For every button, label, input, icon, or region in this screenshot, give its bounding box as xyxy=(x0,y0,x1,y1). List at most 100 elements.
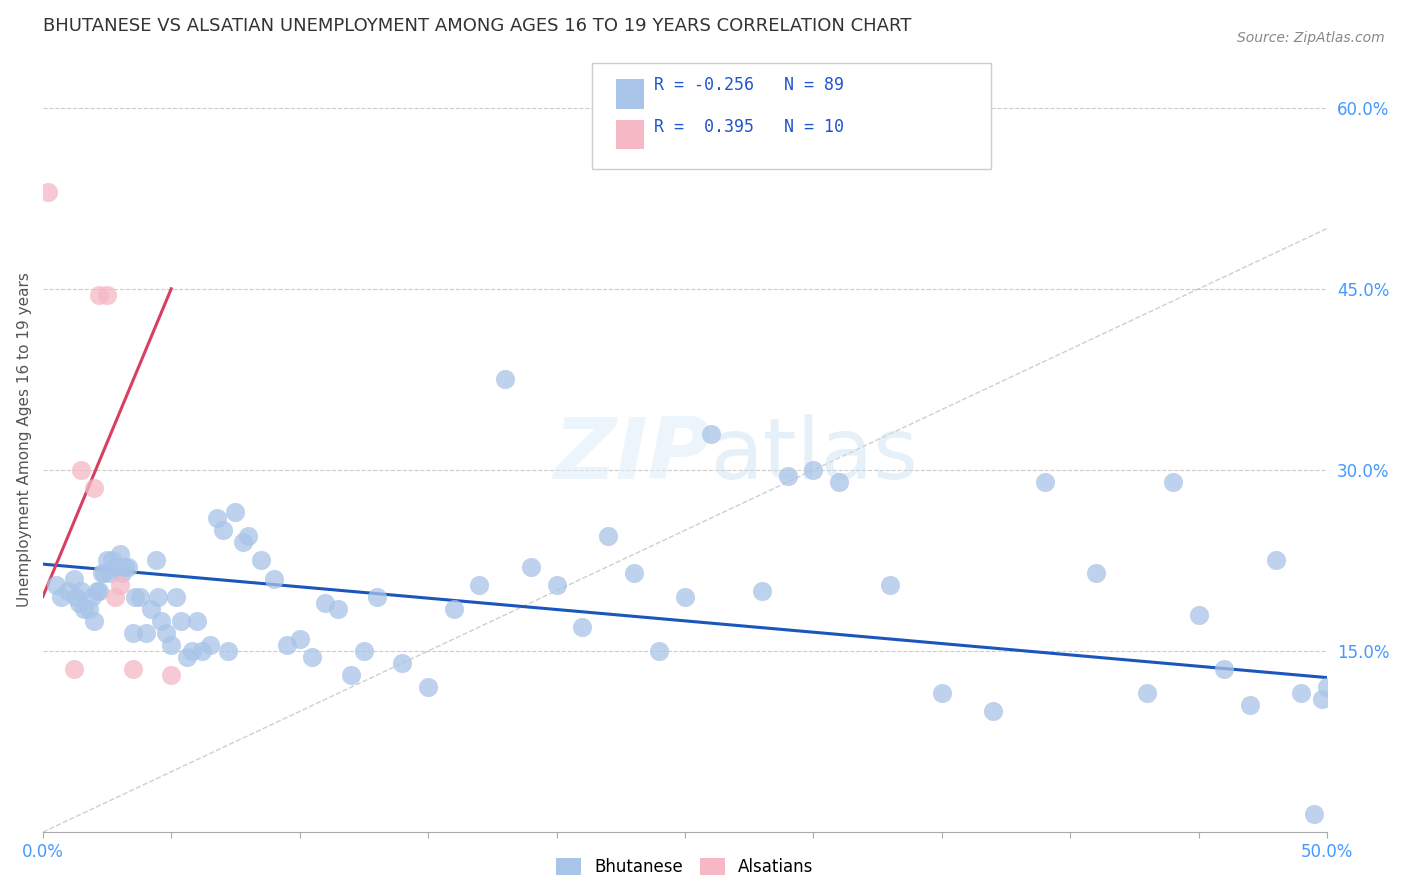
Point xyxy=(58,583,80,598)
Point xyxy=(83,614,105,628)
Point xyxy=(65,590,87,604)
Point xyxy=(340,668,363,682)
Point xyxy=(160,638,183,652)
Point xyxy=(1316,680,1339,694)
Point xyxy=(981,705,1004,719)
Point xyxy=(70,583,93,598)
Point xyxy=(176,650,198,665)
FancyBboxPatch shape xyxy=(592,63,991,169)
FancyBboxPatch shape xyxy=(616,120,644,149)
Y-axis label: Unemployment Among Ages 16 to 19 years: Unemployment Among Ages 16 to 19 years xyxy=(17,272,32,607)
Point xyxy=(117,559,139,574)
Point xyxy=(1161,475,1184,489)
Point xyxy=(776,469,799,483)
Point xyxy=(288,632,311,646)
Point xyxy=(263,572,285,586)
Point xyxy=(1213,662,1236,676)
Point xyxy=(98,566,121,580)
Point xyxy=(931,686,953,700)
Text: R = -0.256   N = 89: R = -0.256 N = 89 xyxy=(654,76,844,94)
Point xyxy=(155,626,177,640)
Point xyxy=(89,583,111,598)
Point xyxy=(1310,692,1333,706)
Point xyxy=(165,590,187,604)
Text: ZIP: ZIP xyxy=(553,414,710,497)
Point xyxy=(217,644,239,658)
Point xyxy=(108,577,131,591)
Point xyxy=(114,559,136,574)
Text: R =  0.395   N = 10: R = 0.395 N = 10 xyxy=(654,119,844,136)
Point xyxy=(198,638,221,652)
Legend: Bhutanese, Alsatians: Bhutanese, Alsatians xyxy=(550,851,820,883)
Point xyxy=(468,577,491,591)
Point xyxy=(139,601,162,615)
Point xyxy=(443,601,465,615)
Point xyxy=(77,601,100,615)
Point xyxy=(104,590,127,604)
Point xyxy=(145,553,167,567)
Point xyxy=(149,614,172,628)
Point xyxy=(45,577,67,591)
Point xyxy=(73,601,96,615)
Point xyxy=(170,614,193,628)
Point xyxy=(238,529,260,543)
Point xyxy=(111,566,134,580)
Point xyxy=(1033,475,1056,489)
Point xyxy=(1303,807,1326,822)
Point xyxy=(328,601,350,615)
Point xyxy=(96,288,118,302)
Point xyxy=(416,680,439,694)
Point xyxy=(366,590,388,604)
Point xyxy=(67,596,90,610)
Point xyxy=(86,583,108,598)
Text: atlas: atlas xyxy=(710,414,918,497)
Point xyxy=(1291,686,1313,700)
Point xyxy=(314,596,336,610)
Point xyxy=(751,583,773,598)
Point xyxy=(108,548,131,562)
Point xyxy=(121,662,143,676)
Point xyxy=(232,535,254,549)
Point xyxy=(90,566,112,580)
Point xyxy=(135,626,157,640)
Point xyxy=(186,614,208,628)
Point xyxy=(623,566,645,580)
Point xyxy=(83,481,105,495)
Point xyxy=(70,463,93,477)
Point xyxy=(276,638,298,652)
Point xyxy=(353,644,375,658)
Point xyxy=(803,463,825,477)
Point xyxy=(96,553,118,567)
Point xyxy=(93,566,115,580)
Point xyxy=(301,650,323,665)
Point xyxy=(520,559,543,574)
FancyBboxPatch shape xyxy=(616,78,644,109)
Point xyxy=(62,662,84,676)
Point xyxy=(699,426,721,441)
Point xyxy=(1136,686,1159,700)
Point xyxy=(207,511,229,525)
Point xyxy=(1188,607,1211,622)
Point xyxy=(1239,698,1261,713)
Point xyxy=(129,590,152,604)
Point xyxy=(105,559,128,574)
Point xyxy=(546,577,568,591)
Point xyxy=(104,559,127,574)
Point xyxy=(494,372,516,386)
Point xyxy=(37,185,59,199)
Point xyxy=(148,590,170,604)
Point xyxy=(828,475,851,489)
Point xyxy=(191,644,214,658)
Point xyxy=(49,590,72,604)
Point xyxy=(879,577,901,591)
Point xyxy=(211,524,233,538)
Text: BHUTANESE VS ALSATIAN UNEMPLOYMENT AMONG AGES 16 TO 19 YEARS CORRELATION CHART: BHUTANESE VS ALSATIAN UNEMPLOYMENT AMONG… xyxy=(42,17,911,35)
Point xyxy=(224,505,246,519)
Point xyxy=(121,626,143,640)
Point xyxy=(101,553,124,567)
Point xyxy=(250,553,273,567)
Point xyxy=(80,590,103,604)
Point xyxy=(1264,553,1286,567)
Point xyxy=(62,572,84,586)
Point xyxy=(180,644,202,658)
